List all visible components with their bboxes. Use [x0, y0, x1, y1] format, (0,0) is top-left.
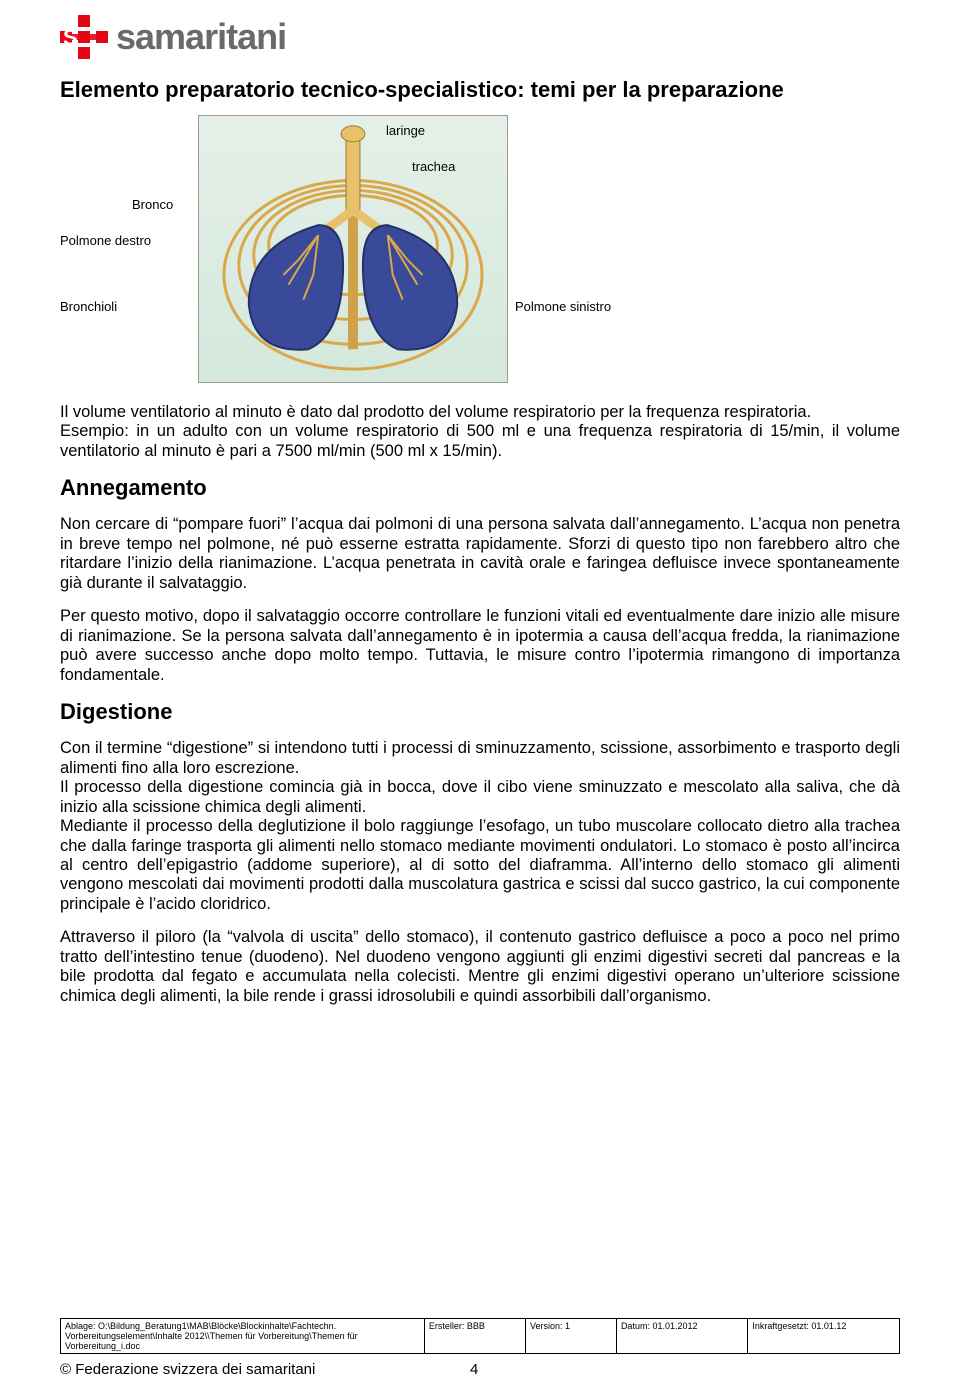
heading-annegamento: Annegamento: [60, 475, 900, 501]
svg-text:S: S: [63, 25, 78, 50]
footer-metadata-table: Ablage: O:\Bildung_Beratung1\MAB\Blöcke\…: [60, 1318, 900, 1354]
p6-text: Il processo della digestione comincia gi…: [60, 778, 900, 815]
lungs-diagram: laringe trachea Bronco Polmone destro Br…: [60, 115, 900, 385]
heading-digestione: Digestione: [60, 699, 900, 725]
paragraph-annegamento-2: Per questo motivo, dopo il salvataggio o…: [60, 607, 900, 685]
label-trachea: trachea: [412, 159, 455, 174]
label-polmone-sinistro: Polmone sinistro: [515, 299, 611, 314]
footer-inkraft: Inkraftgesetzt: 01.01.12: [748, 1319, 900, 1354]
footer-ersteller: Ersteller: BBB: [424, 1319, 525, 1354]
footer-page-number: 4: [470, 1361, 478, 1378]
footer-copyright: © Federazione svizzera dei samaritani: [60, 1361, 315, 1378]
samaritani-logo-icon: S: [60, 15, 108, 59]
document-title: Elemento preparatorio tecnico-specialist…: [60, 77, 900, 103]
p7-text: Mediante il processo della deglutizione …: [60, 817, 900, 913]
footer-version: Version: 1: [525, 1319, 616, 1354]
p5-text: Con il termine “digestione” si intendono…: [60, 739, 900, 776]
paragraph-ventilatorio: Il volume ventilatorio al minuto è dato …: [60, 403, 900, 461]
paragraph-digestione-1: Con il termine “digestione” si intendono…: [60, 739, 900, 914]
label-laringe: laringe: [386, 123, 425, 138]
label-bronchioli: Bronchioli: [60, 299, 117, 314]
p2-text: Esempio: in un adulto con un volume resp…: [60, 422, 900, 459]
label-polmone-destro: Polmone destro: [60, 233, 151, 248]
paragraph-annegamento-1: Non cercare di “pompare fuori” l’acqua d…: [60, 515, 900, 593]
logo: S samaritani: [60, 15, 900, 59]
p1-text: Il volume ventilatorio al minuto è dato …: [60, 403, 811, 421]
footer-ablage: Ablage: O:\Bildung_Beratung1\MAB\Blöcke\…: [61, 1319, 425, 1354]
paragraph-digestione-2: Attraverso il piloro (la “valvola di usc…: [60, 928, 900, 1006]
lungs-illustration: [198, 115, 508, 383]
footer-datum: Datum: 01.01.2012: [616, 1319, 747, 1354]
logo-text: samaritani: [116, 16, 286, 58]
label-bronco: Bronco: [132, 197, 173, 212]
